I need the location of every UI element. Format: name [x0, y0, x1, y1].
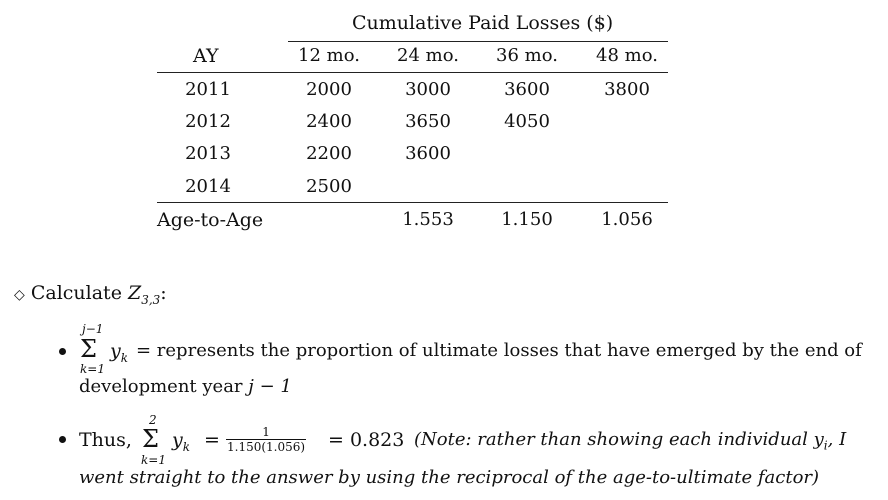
thus-label: Thus, — [79, 429, 132, 451]
table-cell: 2400 — [306, 111, 352, 132]
group-header: Cumulative Paid Losses ($) — [352, 12, 614, 34]
result-value: = 0.823 — [328, 429, 405, 451]
ay-label: 2011 — [185, 79, 231, 100]
definition-text-line1: = represents the proportion of ultimate … — [136, 340, 862, 361]
table-cell: 2500 — [306, 176, 352, 197]
bullet-icon — [59, 348, 66, 355]
header-col-4: 48 mo. — [596, 45, 658, 66]
calculate-heading: ◇ Calculate Z3,3: — [14, 282, 167, 307]
table-cell: 3600 — [405, 143, 451, 164]
ata-factor: 1.150 — [501, 209, 553, 230]
z-variable: Z3,3 — [127, 282, 161, 307]
equals-sign: = — [204, 429, 220, 451]
note-text-line1: (Note: rather than showing each individu… — [414, 429, 847, 453]
header-col-1: 12 mo. — [298, 45, 360, 66]
group-header-rule — [288, 41, 668, 42]
y-term: yk — [110, 340, 129, 365]
table-cell: 3800 — [604, 79, 650, 100]
ay-label: 2012 — [185, 111, 231, 132]
footer-label: Age-to-Age — [157, 209, 264, 231]
note-text-line2: went straight to the answer by using the… — [79, 467, 820, 488]
table-cell: 3650 — [405, 111, 451, 132]
table-cell: 2200 — [306, 143, 352, 164]
table-cell: 2000 — [306, 79, 352, 100]
sigma-symbol: Σ — [142, 425, 159, 453]
sigma-symbol: Σ — [80, 335, 97, 363]
bullet-icon — [59, 436, 66, 443]
fraction-denominator: 1.150(1.056) — [227, 440, 306, 454]
diamond-icon: ◇ — [14, 287, 25, 303]
footer-rule — [157, 202, 668, 203]
reciprocal-fraction: 1 1.150(1.056) — [226, 425, 307, 454]
ata-factor: 1.056 — [601, 209, 653, 230]
y-term: yk — [172, 429, 191, 454]
ay-label: 2013 — [185, 143, 231, 164]
header-col-3: 36 mo. — [496, 45, 558, 66]
fraction-numerator: 1 — [226, 425, 307, 440]
ata-factor: 1.553 — [402, 209, 454, 230]
header-col-2: 24 mo. — [397, 45, 459, 66]
calculate-label: Calculate — [30, 282, 122, 304]
definition-text-line2: development year j − 1 — [79, 376, 292, 397]
table-cell: 4050 — [504, 111, 550, 132]
table-cell: 3000 — [405, 79, 451, 100]
colon: : — [160, 282, 167, 304]
sum-lower-limit: k=1 — [141, 453, 166, 467]
table-cell: 3600 — [504, 79, 550, 100]
header-rule — [157, 72, 668, 73]
header-ay: AY — [193, 45, 219, 67]
sum-upper-limit: 2 — [149, 413, 157, 427]
ay-label: 2014 — [185, 176, 231, 197]
sum-lower-limit: k=1 — [80, 362, 105, 376]
sum-upper-limit: j−1 — [82, 322, 104, 336]
